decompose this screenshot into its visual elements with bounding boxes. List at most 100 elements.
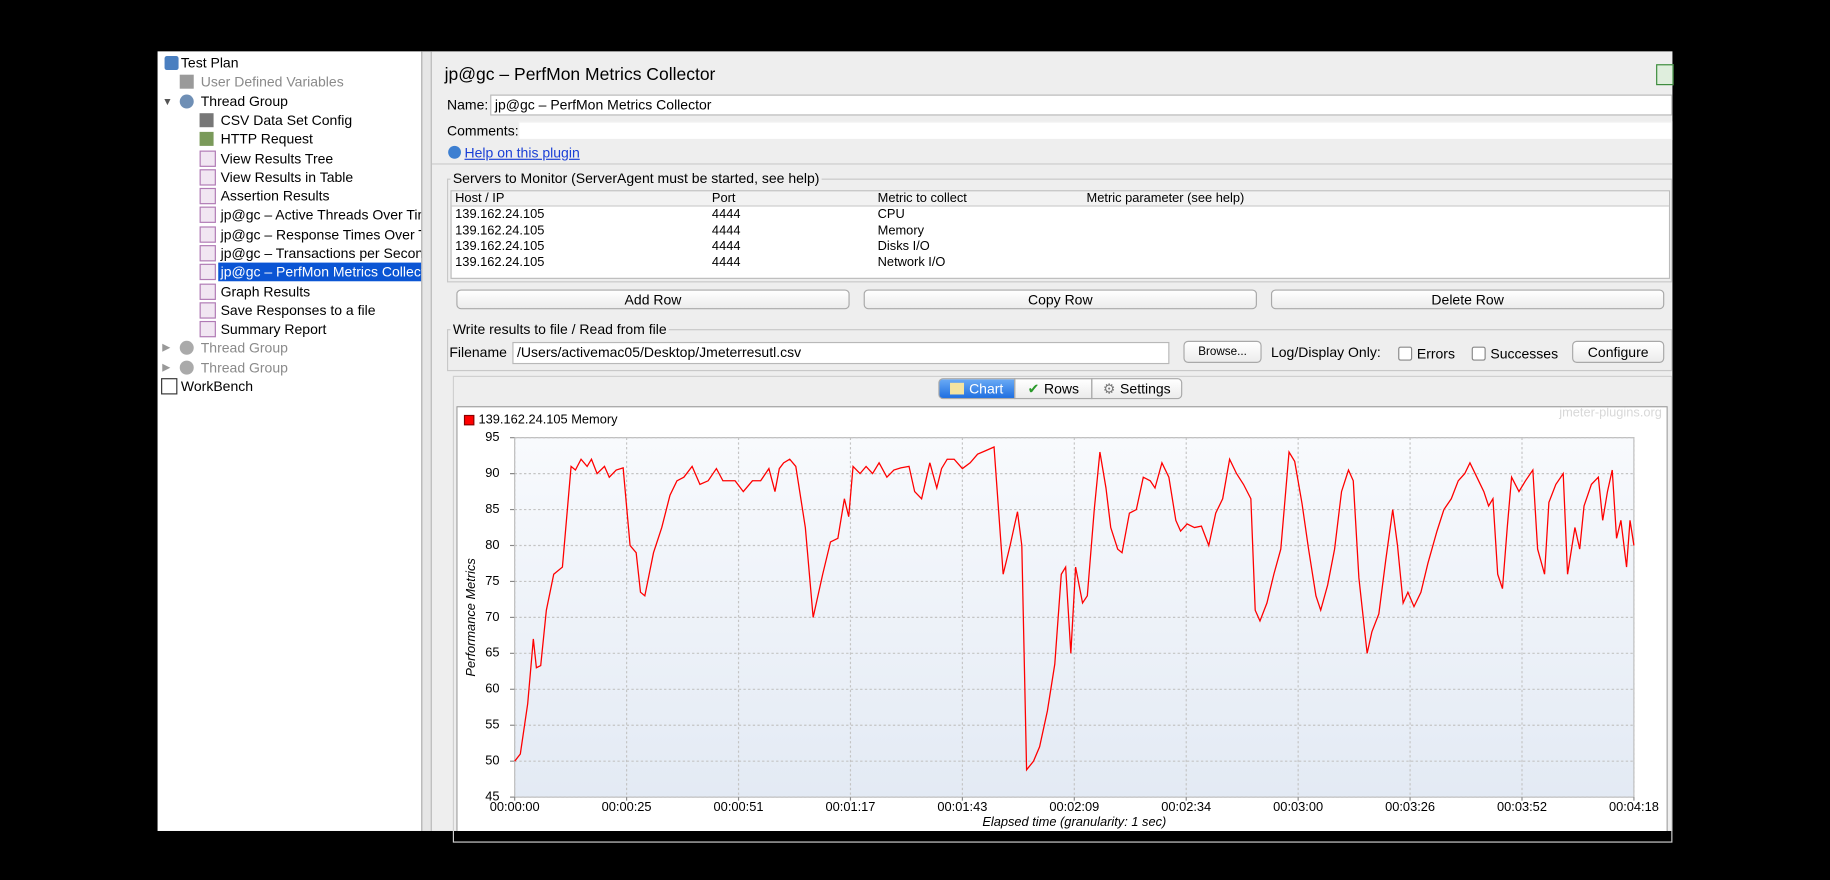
- table-cell: Memory: [877, 223, 925, 238]
- icon: [161, 378, 178, 395]
- tree-item[interactable]: Save Responses to a file: [220, 302, 376, 319]
- expander[interactable]: ▼: [162, 95, 173, 108]
- x-tick-label: 00:03:26: [1385, 799, 1435, 814]
- tree-item-selected[interactable]: jp@gc – PerfMon Metrics Collector: [218, 262, 422, 282]
- expander[interactable]: ▶: [162, 341, 171, 354]
- icon: [199, 131, 214, 146]
- x-tick-label: 00:00:51: [714, 799, 764, 814]
- settings-tab[interactable]: ⚙ Settings: [1091, 378, 1183, 400]
- tree-item[interactable]: jp@gc – Active Threads Over Time: [220, 206, 422, 223]
- tab-label[interactable]: Chart: [969, 380, 1004, 397]
- tab-icon: ✔: [1027, 380, 1040, 397]
- y-tick-label: 70: [485, 609, 499, 624]
- tab-area: [452, 375, 1673, 843]
- tree-item[interactable]: Thread Group: [200, 93, 288, 110]
- y-tick-label: 95: [485, 429, 499, 444]
- icon: [164, 56, 179, 71]
- icon: [199, 187, 216, 205]
- info-icon: [448, 145, 462, 159]
- table-cell: 139.162.24.105: [455, 223, 545, 238]
- icon: [199, 206, 216, 223]
- help-link[interactable]: Help on this plugin: [464, 144, 580, 162]
- file-group: [446, 329, 1673, 372]
- tree-item[interactable]: CSV Data Set Config: [220, 112, 353, 129]
- chart: jmeter-plugins.org 45 50 55 60 65 70 75 80 85 90 95…: [456, 406, 1668, 831]
- y-tick-label: 80: [485, 537, 499, 552]
- successes-checkbox[interactable]: [1471, 346, 1486, 361]
- x-tick-label: 00:03:00: [1273, 799, 1323, 814]
- tree-item[interactable]: Test Plan: [180, 54, 239, 72]
- tree-item[interactable]: Thread Group: [200, 359, 288, 376]
- table-cell: 4444: [711, 223, 741, 238]
- tree-item[interactable]: View Results in Table: [220, 169, 354, 186]
- comments-label: Comments:: [446, 122, 519, 139]
- tree-item[interactable]: HTTP Request: [220, 130, 313, 148]
- y-tick-label: 45: [485, 789, 499, 804]
- splitter[interactable]: [421, 51, 432, 831]
- icon: [199, 302, 216, 319]
- tab-label[interactable]: Settings: [1120, 380, 1171, 397]
- name-label: Name:: [446, 96, 489, 114]
- icon: [199, 283, 216, 300]
- series-line: [514, 446, 1635, 772]
- tree-item[interactable]: Graph Results: [220, 283, 311, 300]
- tab-label[interactable]: Rows: [1043, 380, 1080, 397]
- browse-button[interactable]: Browse...: [1183, 340, 1262, 363]
- icon: [179, 94, 194, 109]
- filename-label: Filename: [449, 344, 507, 361]
- servers-legend: Servers to Monitor (ServerAgent must be …: [450, 170, 822, 187]
- x-tick-label: 00:01:43: [937, 799, 987, 814]
- icon: [199, 245, 216, 262]
- copy-row-button[interactable]: Copy Row: [863, 289, 1257, 310]
- x-tick-label: 00:02:09: [1049, 799, 1099, 814]
- table-cell: 4444: [711, 255, 741, 270]
- comments-field[interactable]: [518, 121, 1673, 141]
- y-axis-label: Performance Metrics: [463, 558, 478, 677]
- x-tick-label: 00:04:18: [1609, 799, 1659, 814]
- icon: [179, 360, 194, 375]
- x-axis-label: Elapsed time (granularity: 1 sec): [982, 814, 1166, 829]
- tree-item[interactable]: User Defined Variables: [200, 73, 344, 90]
- table-cell: 4444: [711, 239, 741, 254]
- watermark: jmeter-plugins.org: [1558, 406, 1662, 419]
- x-tick-label: 00:00:25: [602, 799, 652, 814]
- table-cell: 4444: [711, 207, 741, 222]
- name-field[interactable]: [490, 94, 1673, 116]
- column-header: Host / IP: [455, 191, 505, 206]
- y-tick-label: 55: [485, 717, 499, 732]
- expander[interactable]: ▶: [162, 361, 171, 373]
- rows-tab[interactable]: ✔ Rows: [1014, 378, 1093, 400]
- x-tick-label: 00:02:34: [1161, 799, 1211, 814]
- chart-tab[interactable]: Chart: [938, 378, 1016, 400]
- filename-field[interactable]: [512, 341, 1170, 365]
- tree-item[interactable]: Summary Report: [220, 320, 327, 338]
- tree-item[interactable]: jp@gc – Response Times Over Time: [220, 226, 422, 243]
- tree-item[interactable]: View Results Tree: [220, 150, 334, 167]
- expand-icon[interactable]: [1656, 64, 1674, 86]
- configure-button[interactable]: Configure: [1572, 340, 1665, 363]
- icon: [199, 113, 214, 128]
- table-header: [451, 191, 1669, 207]
- x-tick-label: 00:01:17: [825, 799, 875, 814]
- separator: [431, 163, 1673, 165]
- name-value[interactable]: jp@gc – PerfMon Metrics Collector: [494, 96, 712, 114]
- y-tick-label: 65: [485, 645, 499, 660]
- add-row-button[interactable]: Add Row: [456, 289, 850, 310]
- icon: [179, 74, 194, 89]
- tree-item[interactable]: Thread Group: [200, 339, 288, 356]
- legend-label: 139.162.24.105 Memory: [479, 412, 619, 427]
- table-cell: Disks I/O: [877, 239, 930, 254]
- tree-item[interactable]: jp@gc – Transactions per Second: [220, 245, 422, 262]
- tree-item[interactable]: WorkBench: [180, 378, 254, 395]
- errors-label: Errors: [1416, 345, 1455, 362]
- legend-swatch: [463, 414, 475, 426]
- tree-panel: Test Plan User Defined Variables ▼ Threa…: [157, 51, 422, 831]
- tab-icon: [950, 382, 965, 395]
- tree-item[interactable]: Assertion Results: [220, 187, 330, 205]
- errors-checkbox[interactable]: [1398, 346, 1413, 361]
- y-tick-label: 50: [485, 753, 499, 768]
- filename-value[interactable]: /Users/activemac05/Desktop/Jmeterresutl.…: [517, 344, 802, 361]
- delete-row-button[interactable]: Delete Row: [1270, 289, 1665, 310]
